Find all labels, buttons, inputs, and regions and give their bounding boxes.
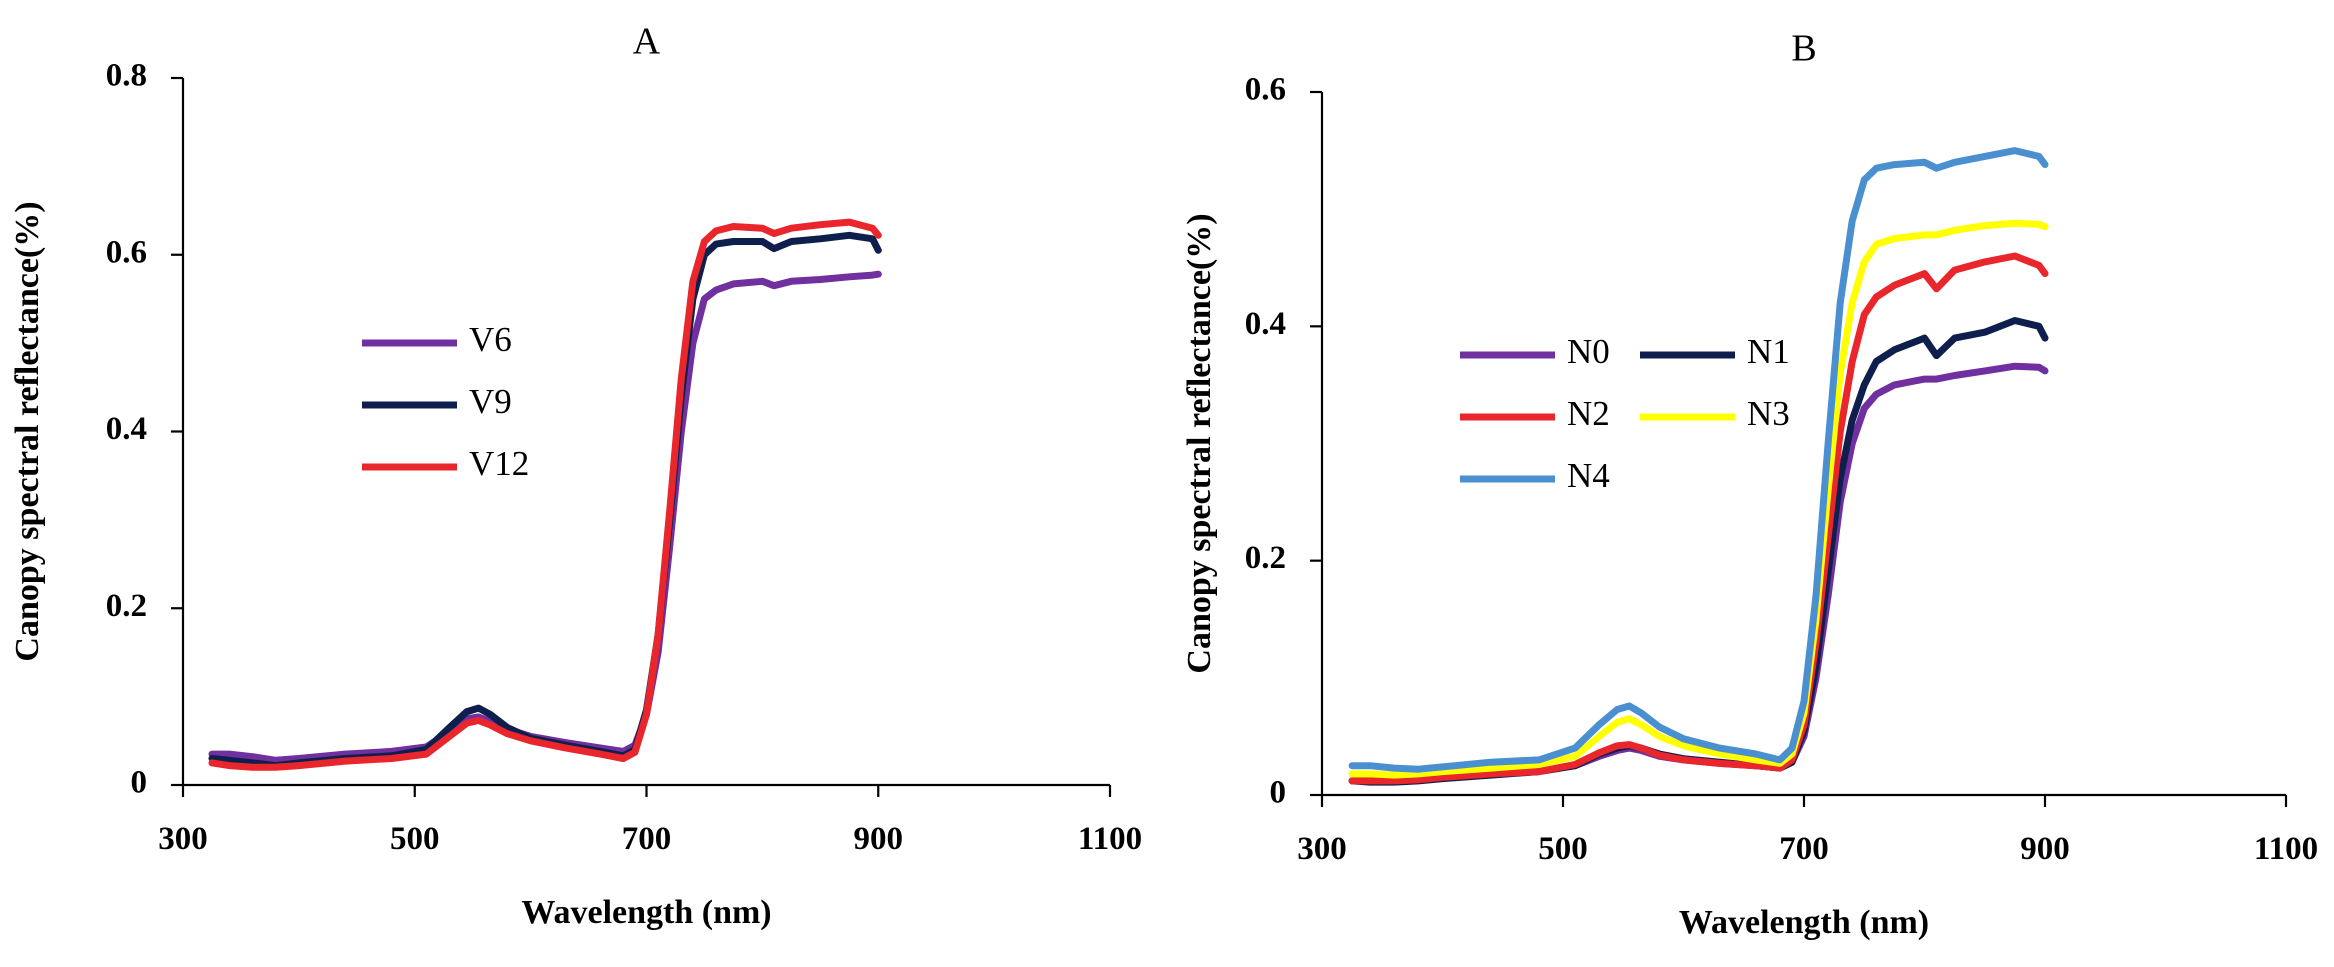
panel-b-y-tick-label-0-6: 0.6 bbox=[1245, 72, 1286, 108]
panel-a-x-tick-label-900: 900 bbox=[854, 821, 904, 857]
panel-b-x-axis-label: Wavelength (nm) bbox=[1679, 904, 1929, 941]
panel-a-y-tick-label-0-8: 0.8 bbox=[106, 58, 147, 94]
panel-a: A 300 500 700 900 1100 0 0.2 0.4 0.6 0.8 Wavelength… bbox=[9, 21, 1142, 931]
panel-b: B 300 500 700 900 1100 0 0.2 0.4 0.6 Wavelength (n… bbox=[1181, 28, 2318, 941]
panel-a-legend-label-v12: V12 bbox=[469, 444, 529, 483]
panel-b-y-tick-label-0: 0 bbox=[1270, 775, 1287, 811]
panel-a-x-axis-label: Wavelength (nm) bbox=[521, 894, 771, 931]
panel-a-legend-label-v6: V6 bbox=[469, 320, 512, 359]
panel-b-y-tick-label-0-4: 0.4 bbox=[1245, 306, 1286, 342]
panel-a-y-tick-label-0: 0 bbox=[131, 765, 148, 801]
panel-a-y-tick-label-0-6: 0.6 bbox=[106, 234, 147, 270]
panel-a-y-axis-label: Canopy spectral reflectance(%) bbox=[9, 201, 46, 661]
panel-b-title: B bbox=[1791, 28, 1816, 70]
panel-b-series-n3 bbox=[1348, 219, 2049, 779]
panel-b-x-tick-label-300: 300 bbox=[1297, 831, 1347, 867]
panel-b-legend-label-n4: N4 bbox=[1567, 456, 1610, 495]
panel-b-legend-label-n2: N2 bbox=[1567, 394, 1610, 433]
panel-a-title: A bbox=[633, 21, 661, 63]
panel-b-legend-label-n0: N0 bbox=[1567, 332, 1610, 371]
panel-b-x-tick-label-900: 900 bbox=[2020, 831, 2070, 867]
panel-a-series-v6 bbox=[208, 270, 882, 764]
panel-b-y-tick-label-0-2: 0.2 bbox=[1245, 540, 1286, 576]
panel-a-series-v12 bbox=[208, 218, 882, 771]
panel-b-legend-label-n1: N1 bbox=[1747, 332, 1790, 371]
panel-a-x-tick-label-300: 300 bbox=[158, 821, 208, 857]
panel-b-x-tick-label-1100: 1100 bbox=[2254, 831, 2318, 867]
panel-a-y-tick-label-0-2: 0.2 bbox=[106, 588, 147, 624]
panel-a-x-tick-label-1100: 1100 bbox=[1078, 821, 1142, 857]
panel-a-x-tick-label-700: 700 bbox=[622, 821, 672, 857]
panel-b-x-tick-label-700: 700 bbox=[1779, 831, 1829, 867]
panel-a-x-tick-label-500: 500 bbox=[390, 821, 440, 857]
panel-b-series-n4 bbox=[1348, 147, 2049, 773]
panel-a-y-tick-label-0-4: 0.4 bbox=[106, 411, 147, 447]
panel-b-y-axis-label: Canopy spectral reflectance(%) bbox=[1181, 213, 1218, 673]
panel-b-x-tick-label-500: 500 bbox=[1538, 831, 1588, 867]
panel-a-legend-label-v9: V9 bbox=[469, 382, 512, 421]
panel-b-series-n2 bbox=[1348, 252, 2049, 785]
panel-b-legend-label-n3: N3 bbox=[1747, 394, 1790, 433]
